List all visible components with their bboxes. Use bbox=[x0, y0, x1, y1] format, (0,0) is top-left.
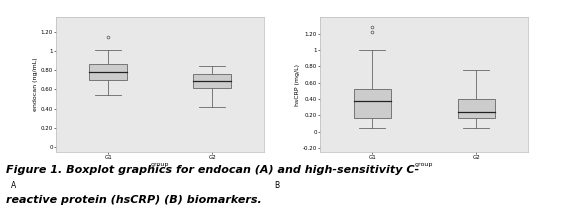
Text: reactive protein (hsCRP) (B) biomarkers.: reactive protein (hsCRP) (B) biomarkers. bbox=[6, 195, 261, 205]
X-axis label: group: group bbox=[151, 162, 169, 167]
Text: A: A bbox=[11, 181, 16, 191]
Y-axis label: hsCRP (mg/L): hsCRP (mg/L) bbox=[295, 64, 300, 106]
X-axis label: group: group bbox=[415, 162, 433, 167]
Bar bbox=[193, 74, 231, 87]
Y-axis label: endocan (ng/mL): endocan (ng/mL) bbox=[33, 58, 38, 112]
Text: B: B bbox=[275, 181, 280, 191]
Bar bbox=[353, 89, 391, 118]
Text: Figure 1. Boxplot graphics for endocan (A) and high-sensitivity C-: Figure 1. Boxplot graphics for endocan (… bbox=[6, 165, 419, 175]
Bar bbox=[457, 99, 495, 118]
Bar bbox=[89, 64, 127, 80]
